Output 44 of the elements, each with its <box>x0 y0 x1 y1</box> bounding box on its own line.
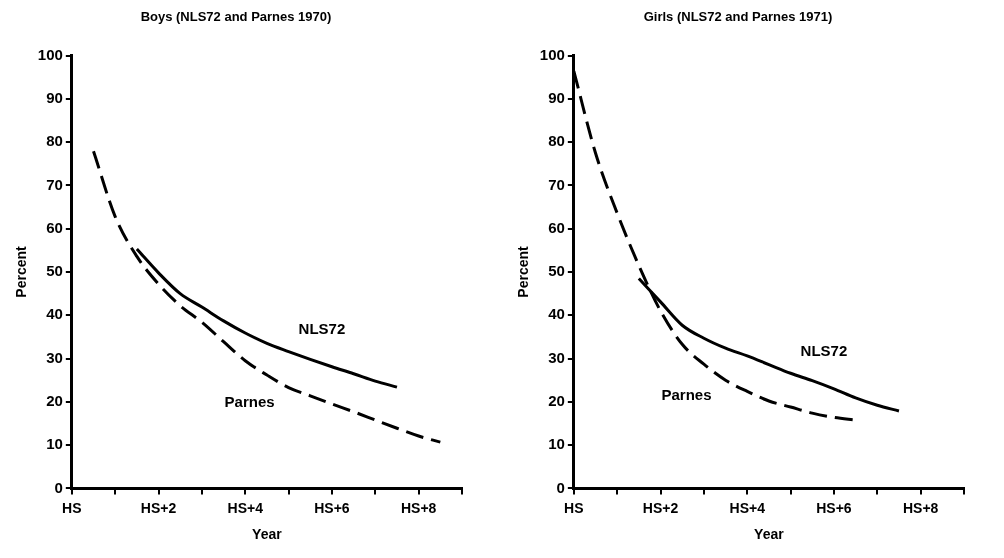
x-tick-label: HS <box>62 499 82 516</box>
y-tick-label: 40 <box>46 305 63 323</box>
line-series <box>135 247 399 389</box>
y-tick-label: 20 <box>548 391 565 409</box>
y-tick-label: 10 <box>46 435 63 453</box>
x-tick-label: HS <box>564 499 584 516</box>
y-tick-label: 20 <box>46 391 63 409</box>
y-tick-label: 30 <box>548 348 565 366</box>
chart-title: Girls (NLS72 and Parnes 1971) <box>643 9 833 25</box>
series-label: NLS72 <box>298 320 346 338</box>
y-tick-label: 60 <box>548 218 565 236</box>
y-tick-label: 100 <box>539 45 565 63</box>
y-tick-label: 70 <box>46 175 63 193</box>
y-tick-label: 80 <box>548 132 565 150</box>
y-tick-label: 100 <box>37 45 63 63</box>
x-tick-label: HS+4 <box>729 499 766 516</box>
x-tick-label: HS+8 <box>902 499 939 516</box>
x-axis-title: Year <box>252 526 283 543</box>
y-tick-label: 80 <box>46 132 63 150</box>
line-series <box>92 149 442 444</box>
x-tick-label: HS+4 <box>227 499 264 516</box>
x-tick-label: HS+6 <box>816 499 852 516</box>
series-label: Parnes <box>661 385 712 403</box>
y-tick-label: 0 <box>556 478 565 496</box>
y-axis-title: Percent <box>515 245 532 298</box>
y-tick-label: 30 <box>46 348 63 366</box>
y-tick-label: 90 <box>548 89 565 107</box>
y-tick-label: 40 <box>548 305 565 323</box>
y-axis-title: Percent <box>13 245 30 298</box>
x-tick-label: HS+2 <box>642 499 679 516</box>
y-tick-label: 90 <box>46 89 63 107</box>
y-tick-label: 70 <box>548 175 565 193</box>
series-label: NLS72 <box>800 341 848 359</box>
x-axis-title: Year <box>754 526 785 543</box>
series-label: Parnes <box>224 393 275 411</box>
x-tick-label: HS+8 <box>400 499 437 516</box>
y-tick-label: 50 <box>46 262 63 280</box>
y-tick-label: 0 <box>54 478 63 496</box>
chart-title: Boys (NLS72 and Parnes 1970) <box>140 9 332 25</box>
x-tick-label: HS+2 <box>140 499 177 516</box>
y-tick-label: 60 <box>46 218 63 236</box>
x-tick-label: HS+6 <box>314 499 350 516</box>
y-tick-label: 50 <box>548 262 565 280</box>
y-tick-label: 10 <box>548 435 565 453</box>
